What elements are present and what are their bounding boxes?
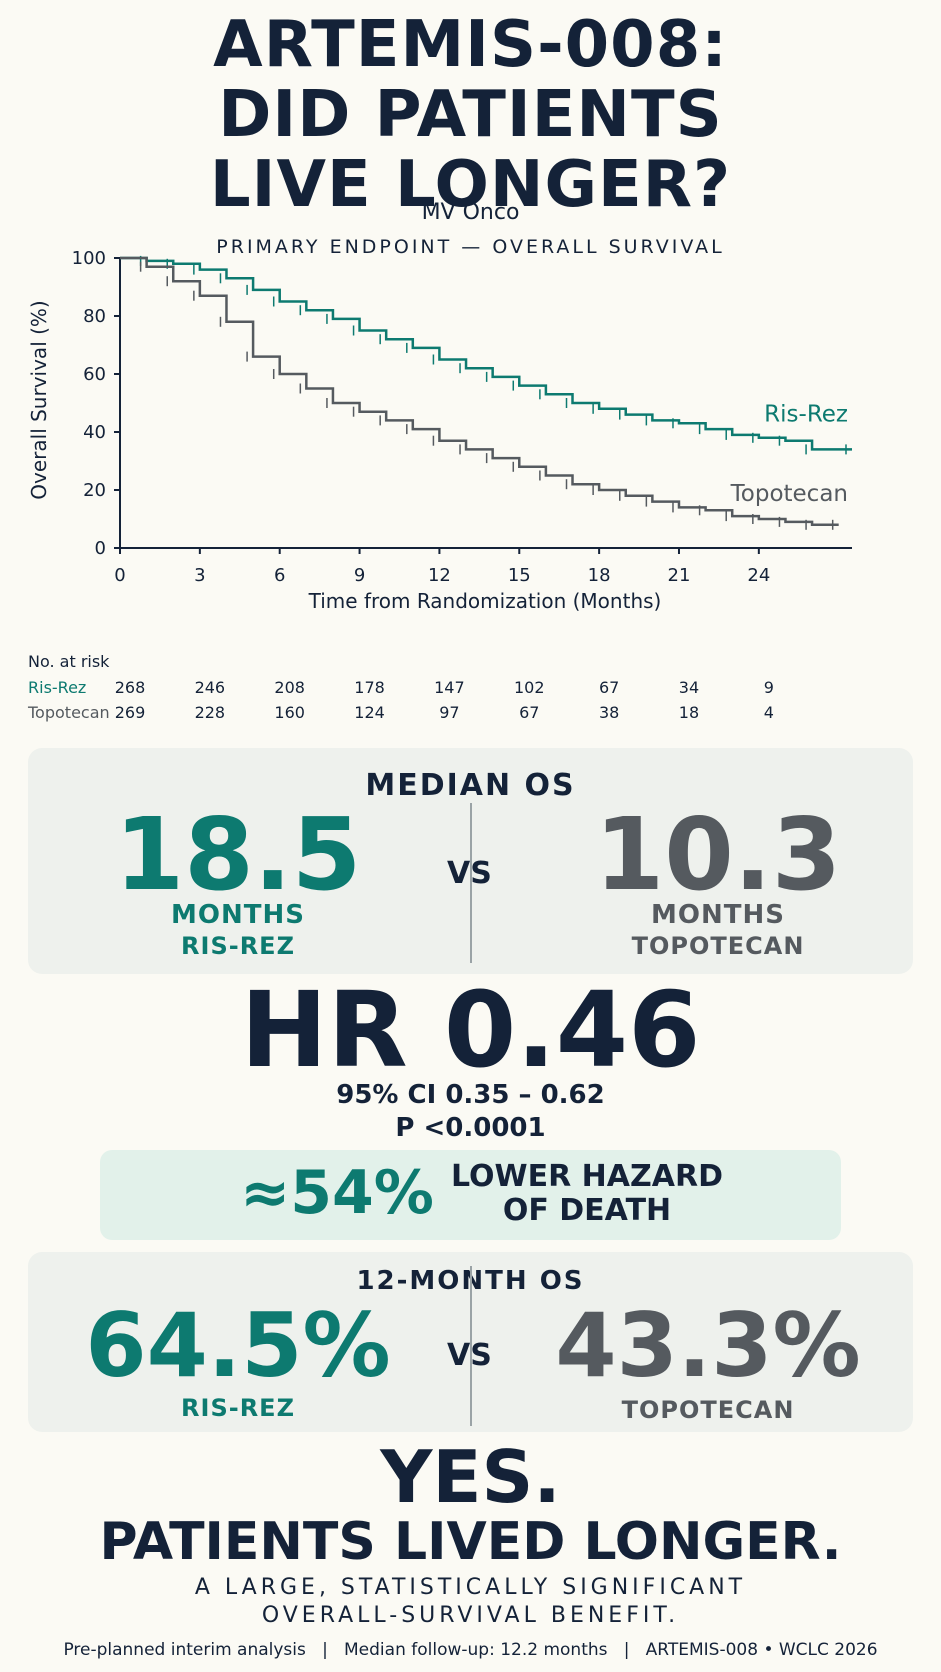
median-os-panel: MEDIAN OS 18.5 MONTHS RIS-REZ VS 10.3 MO… xyxy=(28,748,913,974)
chart-series xyxy=(120,255,852,530)
panel-divider xyxy=(470,1266,472,1426)
title-line-1: ARTEMIS-008: xyxy=(213,8,728,82)
km-curve-topotecan xyxy=(120,256,839,527)
risk-value: 67 xyxy=(598,678,620,697)
twelve-month-os-panel: 12-MONTH OS 64.5% RIS-REZ VS 43.3% TOPOT… xyxy=(28,1252,913,1432)
hazard-reduction-text: LOWER HAZARD OF DEATH xyxy=(437,1160,737,1228)
hazard-ratio: HR 0.46 xyxy=(240,969,701,1091)
risk-row-label: Topotecan xyxy=(28,703,110,722)
hazard-reduction-box: ≈54% LOWER HAZARD OF DEATH xyxy=(100,1150,841,1240)
page-title: ARTEMIS-008: DID PATIENTS LIVE LONGER? xyxy=(0,10,941,220)
vs-label: VS xyxy=(447,1338,492,1373)
x-tick-label: 21 xyxy=(668,565,691,586)
risk-value: 246 xyxy=(194,678,226,697)
company-name: MV Onco xyxy=(421,200,520,225)
title-line-3: LIVE LONGER? xyxy=(209,148,732,222)
risk-value: 269 xyxy=(114,703,146,722)
twelve-month-topotecan-arm: TOPOTECAN xyxy=(621,1396,795,1424)
median-os-risrez-arm: RIS-REZ xyxy=(181,932,295,960)
y-tick-label: 80 xyxy=(83,306,106,327)
footer-note: Pre-planned interim analysis | Median fo… xyxy=(63,1640,878,1660)
x-tick-label: 3 xyxy=(194,565,205,586)
x-tick-label: 18 xyxy=(588,565,611,586)
median-os-heading: MEDIAN OS xyxy=(365,768,576,803)
chart-series-labels: Ris-Rez Topotecan xyxy=(730,401,848,506)
chart-axes: 0 3 6 9 12 15 18 21 24 0 20 40 60 80 100 xyxy=(72,250,852,586)
y-tick-label: 0 xyxy=(95,538,106,559)
risk-value: 38 xyxy=(598,703,620,722)
risk-value: 228 xyxy=(194,703,226,722)
risk-value: 102 xyxy=(513,678,545,697)
hazard-reduction-line-1: LOWER HAZARD xyxy=(451,1159,723,1194)
y-tick-label: 20 xyxy=(83,480,106,501)
hazard-reduction-line-2: OF DEATH xyxy=(502,1193,672,1228)
vs-label: VS xyxy=(447,856,492,891)
risk-value: 268 xyxy=(114,678,146,697)
risk-value: 67 xyxy=(519,703,540,722)
risk-table-title: No. at risk xyxy=(28,652,110,671)
x-tick-label: 12 xyxy=(428,565,451,586)
risk-value: 208 xyxy=(274,678,305,697)
risk-value: 178 xyxy=(354,678,385,697)
risk-value: 34 xyxy=(678,678,700,697)
risk-row-label: Ris-Rez xyxy=(28,678,87,697)
twelve-month-risrez-arm: RIS-REZ xyxy=(181,1394,295,1422)
risk-value: 18 xyxy=(678,703,700,722)
x-tick-label: 24 xyxy=(747,565,770,586)
series-label-topotecan: Topotecan xyxy=(730,481,848,507)
km-curve-risrez xyxy=(120,256,852,451)
conclusion-headline: PATIENTS LIVED LONGER. xyxy=(99,1512,842,1572)
conclusion-subtitle-2: OVERALL-SURVIVAL BENEFIT. xyxy=(261,1603,680,1628)
x-tick-label: 6 xyxy=(274,565,285,586)
x-tick-label: 9 xyxy=(354,565,365,586)
median-os-topotecan-unit: MONTHS xyxy=(651,900,785,930)
risk-value: 147 xyxy=(434,678,465,697)
risk-value: 4 xyxy=(763,703,774,722)
twelve-month-topotecan-value: 43.3% xyxy=(555,1294,861,1397)
x-tick-label: 0 xyxy=(114,565,125,586)
km-chart: 0 3 6 9 12 15 18 21 24 0 20 40 60 80 100 Ris-Rez Topote… xyxy=(27,250,852,613)
confidence-interval: 95% CI 0.35 – 0.62 xyxy=(336,1080,605,1110)
median-os-risrez-unit: MONTHS xyxy=(171,900,305,930)
y-tick-label: 40 xyxy=(83,422,106,443)
risk-value: 124 xyxy=(354,703,385,722)
chart-xlabel: Time from Randomization (Months) xyxy=(308,589,662,613)
twelve-month-os-heading: 12-MONTH OS xyxy=(356,1266,585,1296)
twelve-month-risrez-value: 64.5% xyxy=(85,1294,391,1397)
median-os-topotecan-value: 10.3 xyxy=(594,796,842,913)
median-os-risrez-value: 18.5 xyxy=(114,796,362,913)
y-tick-label: 60 xyxy=(83,364,106,385)
risk-value: 160 xyxy=(274,703,305,722)
hazard-reduction-pct: ≈54% xyxy=(240,1158,434,1228)
chart-ylabel: Overall Survival (%) xyxy=(27,300,51,499)
title-line-2: DID PATIENTS xyxy=(218,78,723,152)
y-tick-label: 100 xyxy=(72,250,106,269)
conclusion-yes: YES. xyxy=(380,1435,561,1519)
risk-value: 97 xyxy=(439,703,460,722)
median-os-topotecan-arm: TOPOTECAN xyxy=(631,932,805,960)
risk-value: 9 xyxy=(763,678,774,697)
conclusion-subtitle-1: A LARGE, STATISTICALLY SIGNIFICANT xyxy=(194,1575,747,1600)
p-value: P <0.0001 xyxy=(395,1113,546,1143)
series-label-risrez: Ris-Rez xyxy=(764,401,848,427)
endpoint-label: PRIMARY ENDPOINT — OVERALL SURVIVAL xyxy=(216,236,725,258)
panel-divider xyxy=(470,803,472,963)
x-tick-label: 15 xyxy=(508,565,531,586)
